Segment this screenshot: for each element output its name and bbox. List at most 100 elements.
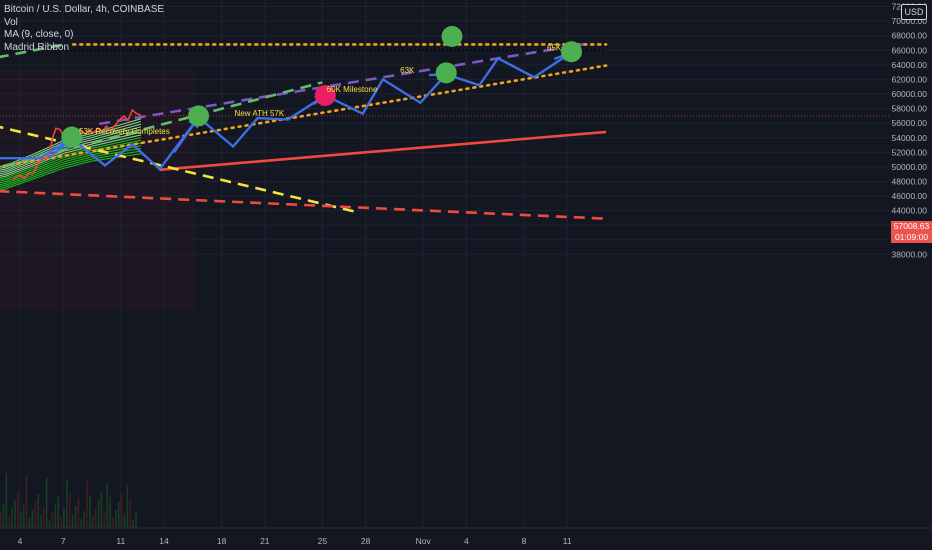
price-tick-label: 56000.00 [892,118,928,128]
volume-bar [103,513,106,528]
time-tick-label: Nov [416,536,432,546]
time-tick-label: 4 [18,536,23,546]
plot-background [0,0,890,528]
time-tick-label: 11 [116,536,125,546]
marker-pink [314,84,336,106]
time-tick-label: 21 [260,536,270,546]
legend-item-madrid-ribbon[interactable]: Madrid Ribbon [4,41,70,53]
legend-title: Bitcoin / U.S. Dollar, 4h, COINBASE [4,4,165,15]
volume-bar [34,502,36,528]
marker-green [435,62,457,84]
volume-bar [57,496,60,528]
price-tick-label: 48000.00 [892,177,928,187]
volume-bar [43,507,45,528]
volume-bar [112,518,114,528]
volume-bar [54,504,57,528]
volume-bar [37,494,39,528]
price-tick-label: 54000.00 [892,133,928,143]
volume-bar [100,492,103,528]
price-tick-label: 38000.00 [892,249,928,259]
volume-bar [66,479,68,528]
time-tick-label: 11 [563,536,572,546]
trend-line-red-solid [159,130,607,172]
price-tick-label: 62000.00 [892,74,928,84]
price-axis-bg [890,0,932,550]
price-tick-label: 44000.00 [892,206,928,216]
annotation-label: 60K Milestone [327,85,378,94]
price-tick-label: 58000.00 [892,104,928,114]
ribbon-line [0,134,142,178]
chart-legend: Bitcoin / U.S. Dollar, 4h, COINBASE Vol … [4,4,164,54]
trend-line-green-dashed-lower [0,81,323,169]
grid-lines [0,0,890,528]
legend-item-vol[interactable]: Vol [4,16,18,28]
volume-bar [126,485,129,528]
volume-bar [77,498,80,528]
volume-bar [94,508,97,528]
price-tick-label: 68000.00 [892,31,928,41]
volume-bar [123,515,126,528]
current-price: 57008.63 [893,221,930,231]
volume-bar [51,512,54,528]
volume-bar [115,510,117,528]
volume-bar [129,499,132,528]
volume-bar [63,509,65,528]
volume-bar [71,514,74,528]
highlight-zone [0,70,195,310]
volume-bar [97,500,100,528]
volume-bar [11,508,13,528]
volume-bar [135,512,137,528]
volume-bar [5,473,8,528]
volume-bar [74,506,77,528]
volume-bar [28,518,31,528]
price-tick-label: 70000.00 [892,16,928,26]
volume-bar [25,475,28,528]
trend-line-purple-dashed [98,43,584,126]
time-axis[interactable]: 4 7 11 14 18 21 25 28 Nov 4 8 11 [0,527,932,550]
marker-green [61,126,83,148]
currency-badge[interactable]: USD [901,4,927,20]
annotation-label: New ATH 57K [235,109,285,118]
volume-bar [68,493,71,528]
annotations: 53K Recovery Completes New ATH 57K 60K Mil… [79,43,562,136]
time-tick-label: 28 [361,536,371,546]
volume-bar [48,520,51,528]
annotation-label: 63K [400,66,415,75]
time-axis-bg [0,528,932,550]
volume-bar [60,517,62,528]
volume-bar [132,520,134,528]
volume-bar [14,500,16,528]
volume-bar [17,492,19,528]
price-tick-label: 52000.00 [892,147,928,157]
volume-bar [45,477,48,528]
volume-bar [80,519,83,528]
projection-markers [61,25,583,148]
time-tick-label: 25 [318,536,328,546]
time-tick-label: 7 [61,536,66,546]
price-tick-label: 60000.00 [892,89,928,99]
price-tick-label: 64000.00 [892,60,928,70]
volume-bars [0,473,137,528]
volume-bar [40,515,42,528]
marker-green [561,41,583,63]
volume-bar [0,511,2,528]
volume-bar [20,513,22,528]
projection-line [0,51,573,171]
price-tick-label: 66000.00 [892,45,928,55]
time-tick-label: 8 [522,536,527,546]
volume-bar [92,516,94,528]
volume-bar [106,483,108,528]
annotation-label: 65K [547,43,562,52]
current-price-tag: 57008.63 01:09:00 [891,221,932,243]
price-tick-label: 46000.00 [892,191,928,201]
price-tick-label: 50000.00 [892,162,928,172]
volume-bar [31,510,34,528]
annotation-label: 53K Recovery Completes [79,127,170,136]
legend-item-ma[interactable]: MA (9, close, 0) [4,29,74,40]
volume-bar [2,503,5,528]
volume-bar [89,495,91,528]
volume-bar [22,505,25,528]
marker-green [441,25,463,47]
